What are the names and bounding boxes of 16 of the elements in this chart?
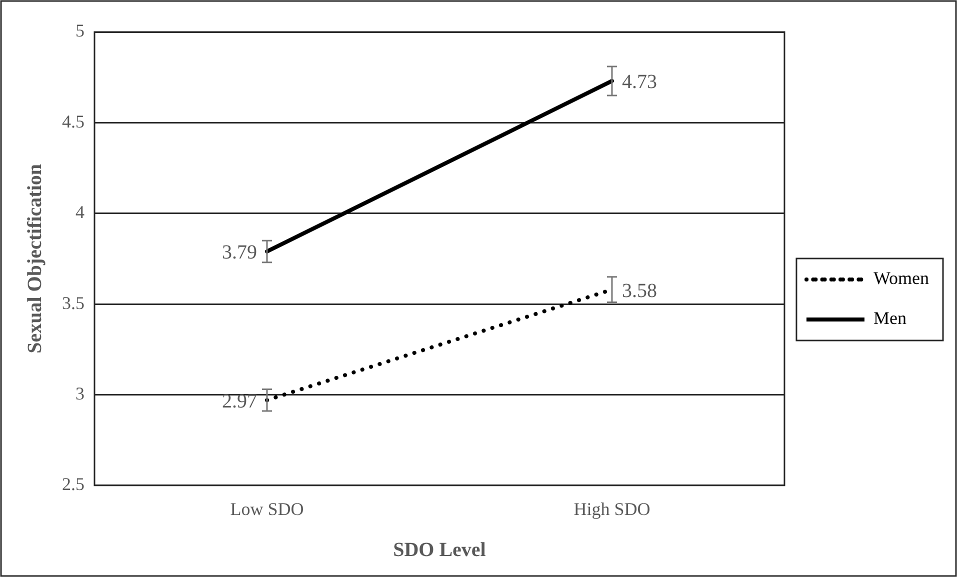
legend-label: Women <box>873 268 930 288</box>
x-tick-label: Low SDO <box>230 498 304 519</box>
y-tick-label: 2.5 <box>62 474 84 494</box>
y-axis-title: Sexual Objectification <box>24 164 46 354</box>
data-label: 2.97 <box>222 390 257 412</box>
data-label: 3.79 <box>222 242 257 264</box>
x-axis-title: SDO Level <box>393 539 486 562</box>
y-tick-label: 4 <box>76 202 84 222</box>
y-tick-label: 3 <box>76 383 84 404</box>
legend-label: Men <box>873 308 906 328</box>
data-label: 4.73 <box>622 71 657 94</box>
y-tick-label: 3.5 <box>62 292 84 313</box>
x-tick-label: High SDO <box>574 498 650 519</box>
data-label: 3.58 <box>622 280 657 302</box>
y-tick-label: 5 <box>76 20 84 41</box>
y-tick-label: 4.5 <box>62 111 84 132</box>
